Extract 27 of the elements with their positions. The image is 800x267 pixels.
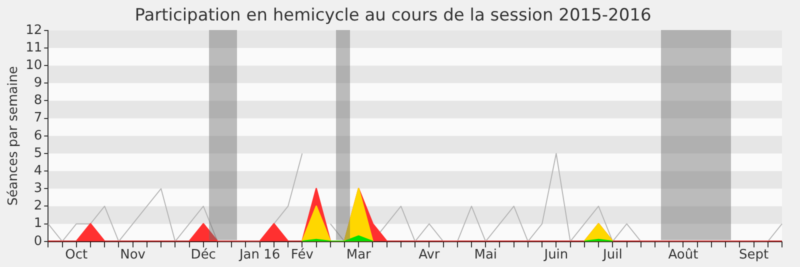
y-tick-label: 12 — [26, 22, 42, 38]
y-tick-label: 9 — [34, 76, 42, 91]
x-tick-label: Avr — [418, 248, 440, 263]
y-tick-label: 4 — [34, 163, 42, 178]
y-axis-title: Séances par semaine — [6, 66, 22, 206]
y-tick-label: 5 — [34, 146, 42, 161]
y-tick-label: 10 — [26, 58, 42, 73]
y-tick-label: 7 — [34, 110, 42, 126]
y-tick-label: 1 — [34, 216, 42, 232]
y-tick-label: 11 — [26, 40, 42, 56]
x-tick-label: Mar — [346, 248, 372, 263]
x-tick-label: Juil — [602, 248, 622, 263]
chart-title: Participation en hemicycle au cours de la session 2015-2016 — [134, 6, 652, 26]
x-tick-label: Juin — [543, 248, 568, 263]
x-tick-label: Oct — [65, 248, 88, 263]
x-tick-label: Nov — [120, 248, 146, 263]
y-tick-label: 3 — [34, 181, 42, 196]
y-tick-label: 0 — [34, 234, 42, 249]
y-tick-label: 2 — [34, 198, 42, 214]
y-tick-label: 6 — [34, 128, 42, 144]
x-tick-label: Jan 16 — [238, 248, 280, 263]
x-tick-label: Août — [668, 248, 698, 263]
y-tick-label: 8 — [34, 93, 42, 108]
x-tick-label: Déc — [190, 248, 216, 263]
x-tick-label: Mai — [474, 248, 498, 263]
x-tick-label: Fév — [290, 248, 314, 263]
x-tick-label: Sept — [738, 248, 769, 263]
